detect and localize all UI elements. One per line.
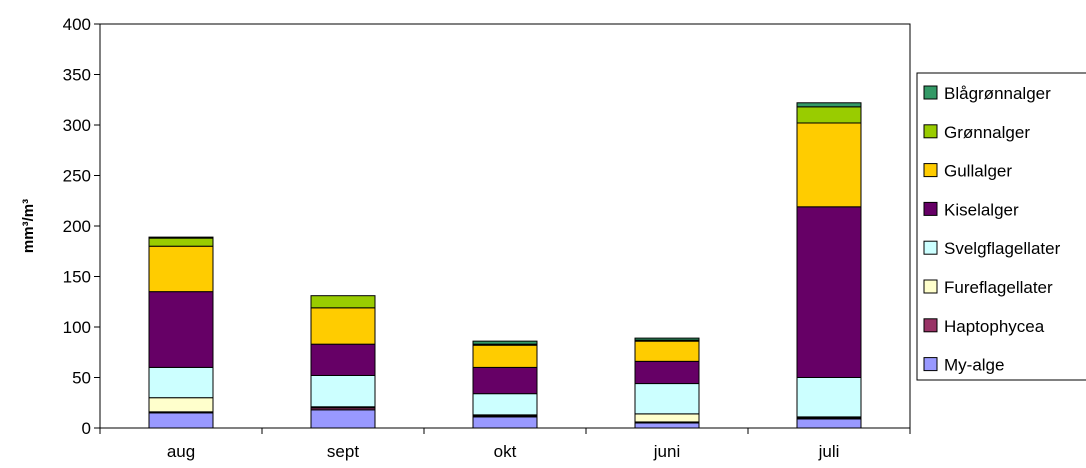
bar-segment <box>148 397 214 413</box>
x-tick-label: sept <box>327 442 359 461</box>
x-tick-label: okt <box>494 442 517 461</box>
bar-segment <box>634 337 700 341</box>
bar-segment <box>148 366 214 399</box>
bar-segment <box>634 422 700 429</box>
bar-segment <box>796 418 862 429</box>
bar-segment <box>634 413 700 423</box>
bar-segment <box>796 377 862 418</box>
bar-segment <box>634 383 700 415</box>
y-tick-label: 150 <box>63 268 91 287</box>
bar-segment <box>310 374 376 408</box>
legend-label: Grønnalger <box>944 123 1030 142</box>
x-axis: aug sept okt juni juli <box>99 428 911 461</box>
legend-label: My-alge <box>944 356 1004 375</box>
bar-segment <box>310 307 376 345</box>
y-tick-label: 100 <box>63 318 91 337</box>
bar-segment <box>472 366 538 395</box>
bar-segment <box>148 236 214 239</box>
x-tick-label: juli <box>818 442 840 461</box>
y-tick-label: 300 <box>63 116 91 135</box>
bar-segment <box>310 343 376 376</box>
x-tick-label: aug <box>167 442 195 461</box>
bar-segment <box>148 237 214 247</box>
legend-label: Haptophycea <box>944 317 1045 336</box>
y-axis-label: mm³/m³ <box>20 199 37 253</box>
x-tick-label: juni <box>653 442 680 461</box>
legend-label: Gullalger <box>944 162 1012 181</box>
y-axis: 0 50 100 150 200 250 300 350 400 <box>63 15 100 438</box>
bar-segment <box>472 340 538 345</box>
bar-segment <box>634 340 700 362</box>
y-tick-label: 200 <box>63 217 91 236</box>
legend-swatch <box>923 85 938 100</box>
bar-segment <box>796 106 862 124</box>
bar-segment <box>796 206 862 378</box>
bar-segment <box>310 409 376 429</box>
legend-swatch <box>923 240 938 255</box>
y-tick-label: 350 <box>63 66 91 85</box>
y-tick-label: 0 <box>82 419 91 438</box>
bar-segment <box>472 393 538 416</box>
legend-label: Svelgflagellater <box>944 239 1061 258</box>
legend-swatch <box>923 279 938 294</box>
legend-swatch <box>923 124 938 139</box>
bar-segment <box>472 416 538 429</box>
bar-segment <box>634 360 700 385</box>
legend-swatch <box>923 318 938 333</box>
bars-group <box>148 102 862 429</box>
legend: Blågrønnalger Grønnalger Gullalger Kiselalg… <box>923 84 1061 375</box>
legend-label: Blågrønnalger <box>944 84 1051 103</box>
legend-box <box>916 72 1086 381</box>
bar-segment <box>796 102 862 108</box>
y-tick-label: 250 <box>63 167 91 186</box>
bar-segment <box>796 122 862 208</box>
legend-swatch <box>923 163 938 178</box>
bar-segment <box>472 344 538 368</box>
legend-swatch <box>923 201 938 216</box>
y-tick-label: 50 <box>72 369 91 388</box>
y-tick-label: 400 <box>63 15 91 34</box>
legend-label: Kiselalger <box>944 200 1019 219</box>
legend-swatch <box>923 357 938 372</box>
legend-label: Fureflagellater <box>944 278 1053 297</box>
bar-segment <box>148 245 214 293</box>
bar-segment <box>148 412 214 429</box>
bar-segment <box>310 295 376 309</box>
bar-segment <box>148 291 214 368</box>
